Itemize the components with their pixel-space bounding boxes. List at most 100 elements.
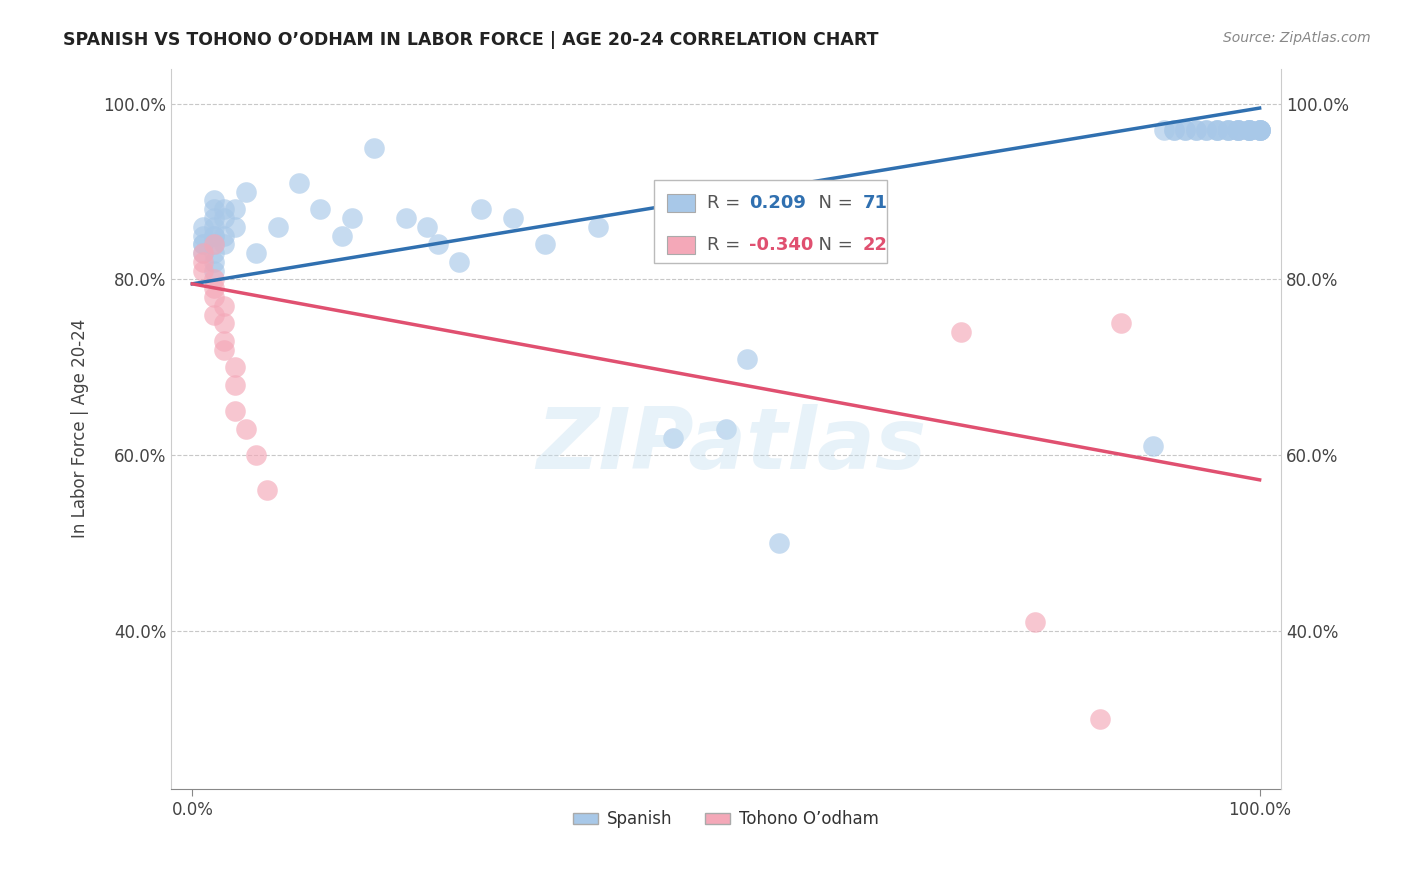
Text: 71: 71 [862,194,887,212]
Point [1088,712,1111,726]
Point [202,237,225,252]
Point [1227,123,1250,137]
Point [309,202,332,216]
Point [949,325,972,339]
Point [288,176,311,190]
Point [1184,123,1206,137]
Point [1227,123,1250,137]
Point [1237,123,1260,137]
Point [202,228,225,243]
Point [1227,123,1250,137]
Point [224,378,246,392]
Text: SPANISH VS TOHONO O’ODHAM IN LABOR FORCE | AGE 20-24 CORRELATION CHART: SPANISH VS TOHONO O’ODHAM IN LABOR FORCE… [63,31,879,49]
Point [395,211,418,225]
Point [202,281,225,295]
Point [1195,123,1218,137]
Text: N =: N = [807,194,859,212]
Point [224,219,246,234]
Point [202,194,225,208]
Point [214,343,236,357]
Point [1227,123,1250,137]
FancyBboxPatch shape [666,194,695,212]
Point [202,219,225,234]
FancyBboxPatch shape [666,235,695,253]
Point [202,211,225,225]
Point [1249,123,1271,137]
Point [330,228,353,243]
Point [1249,123,1271,137]
Text: Source: ZipAtlas.com: Source: ZipAtlas.com [1223,31,1371,45]
Point [1237,123,1260,137]
Point [235,185,257,199]
Point [214,334,236,348]
Point [449,255,471,269]
Point [214,237,236,252]
Point [245,246,267,260]
Point [214,202,236,216]
Point [267,219,290,234]
Point [202,263,225,277]
Point [256,483,278,498]
Point [214,228,236,243]
Point [224,202,246,216]
Point [202,272,225,286]
Text: R =: R = [707,194,747,212]
Point [1216,123,1239,137]
Point [202,202,225,216]
Point [191,237,214,252]
Point [191,255,214,269]
Point [416,219,439,234]
Point [768,536,790,550]
Point [1206,123,1229,137]
Point [202,255,225,269]
Text: 22: 22 [862,235,887,254]
Point [426,237,449,252]
Point [1237,123,1260,137]
Point [470,202,492,216]
Point [1109,317,1132,331]
Text: ZIPatlas: ZIPatlas [536,404,927,488]
Point [1024,615,1046,630]
Point [1174,123,1197,137]
Point [1249,123,1271,137]
FancyBboxPatch shape [654,180,887,263]
Point [342,211,364,225]
Point [191,246,214,260]
Point [1163,123,1185,137]
Legend: Spanish, Tohono O’odham: Spanish, Tohono O’odham [567,804,886,835]
Point [202,246,225,260]
Point [202,237,225,252]
Point [1249,123,1271,137]
Point [363,140,385,154]
Text: N =: N = [807,235,859,254]
Point [533,237,555,252]
Point [1216,123,1239,137]
Point [502,211,524,225]
Point [586,219,609,234]
Point [1195,123,1218,137]
Point [1142,440,1164,454]
Point [191,219,214,234]
Point [1249,123,1271,137]
Point [191,228,214,243]
Point [245,448,267,462]
Point [202,308,225,322]
Text: R =: R = [707,235,747,254]
Point [214,211,236,225]
Text: -0.340: -0.340 [749,235,814,254]
Point [1163,123,1185,137]
Point [214,299,236,313]
Point [661,431,683,445]
Point [214,317,236,331]
Point [1206,123,1229,137]
Point [714,422,737,436]
Point [1206,123,1229,137]
Point [191,263,214,277]
Point [1237,123,1260,137]
Point [1216,123,1239,137]
Point [224,360,246,375]
Point [191,246,214,260]
Point [1174,123,1197,137]
Point [1184,123,1206,137]
Y-axis label: In Labor Force | Age 20-24: In Labor Force | Age 20-24 [72,319,89,539]
